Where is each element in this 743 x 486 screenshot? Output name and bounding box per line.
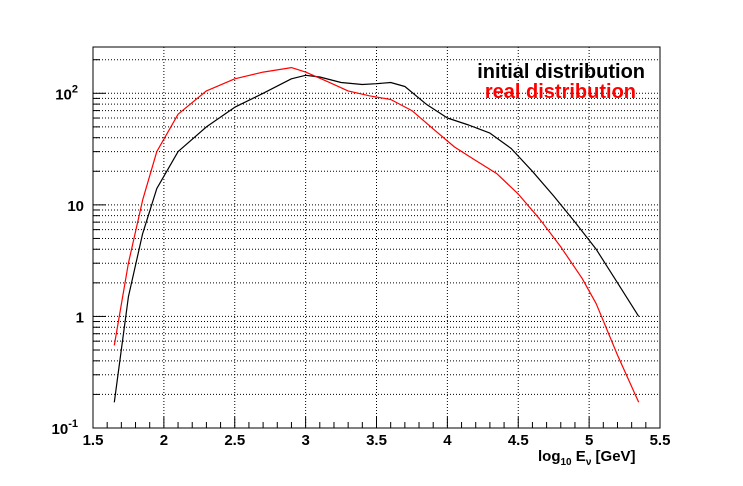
- y-tick-label-exponent: -1: [68, 418, 78, 430]
- y-tick-label-exponent: 2: [72, 83, 78, 95]
- series-line-real: [113, 66, 640, 403]
- x-axis-title: log10 Eν [GeV]: [538, 448, 636, 468]
- x-tick-label: 4: [443, 432, 452, 449]
- x-tick-label: 5.5: [650, 432, 671, 449]
- legend-entry-initial: initial distribution: [477, 61, 645, 83]
- x-tick-label: 3: [301, 432, 309, 449]
- y-tick-label-base: 10: [67, 198, 84, 215]
- series-line-initial: [113, 74, 640, 403]
- y-tick-label: 1: [76, 309, 84, 326]
- x-axis-title-main: log: [538, 448, 561, 465]
- y-tick-label-base: 10: [52, 421, 69, 438]
- y-tick-label: 10: [67, 198, 84, 215]
- x-tick-label: 5: [585, 432, 593, 449]
- x-tick-label: 2: [160, 432, 168, 449]
- y-tick-label: 102: [55, 83, 78, 103]
- x-tick-label: 4.5: [508, 432, 529, 449]
- x-axis-title-mid: E: [572, 448, 586, 465]
- x-axis-title-sub2: ν: [586, 457, 592, 468]
- y-tick-label: 10-1: [52, 418, 78, 438]
- y-tick-label-base: 1: [76, 309, 84, 326]
- series-layer: [113, 66, 640, 403]
- x-axis-title-tail: [GeV]: [591, 448, 635, 465]
- x-tick-label: 3.5: [366, 432, 387, 449]
- x-axis-title-sub1: 10: [561, 457, 573, 468]
- x-tick-label: 2.5: [224, 432, 245, 449]
- legend-entry-real: real distribution: [485, 81, 636, 103]
- y-tick-label-base: 10: [55, 86, 72, 103]
- x-tick-label: 1.5: [83, 432, 104, 449]
- grid-lines: [93, 47, 660, 429]
